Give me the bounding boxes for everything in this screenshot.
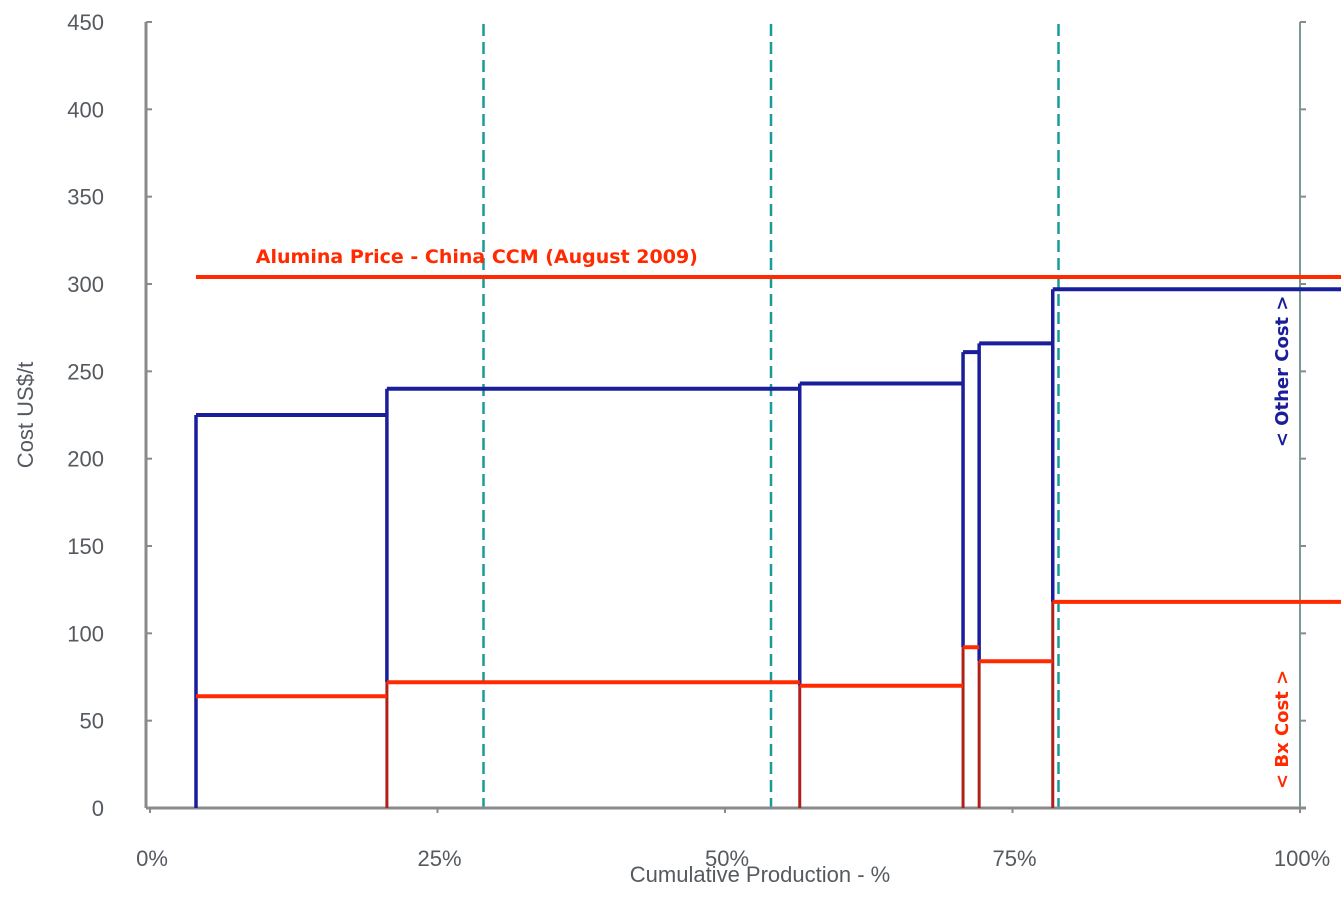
y-tick-label: 400	[67, 97, 104, 122]
x-tick-label: 50%	[705, 846, 749, 871]
y-tick-label: 300	[67, 272, 104, 297]
y-tick-label: 50	[80, 709, 104, 734]
y-tick-label: 100	[67, 621, 104, 646]
quartile-lines	[482, 24, 1060, 808]
bx-cost-label: < Bx Cost >	[1272, 670, 1293, 789]
y-tick-label: 350	[67, 185, 104, 210]
y-tick-label: 450	[67, 10, 104, 35]
x-tick-label: 75%	[992, 846, 1036, 871]
y-tick-label: 250	[67, 359, 104, 384]
other-cost-label: < Other Cost >	[1272, 295, 1293, 447]
x-axis-title: Cumulative Production - %	[630, 862, 890, 887]
tick-labels: 0 50 100 150 200 250 300 350 400 450 0% 25% 50% 75% 10…	[67, 10, 1330, 871]
price-line-label: Alumina Price - China CCM (August 2009)	[256, 246, 698, 268]
x-tick-label: 100%	[1274, 846, 1330, 871]
x-tick-label: 25%	[417, 846, 461, 871]
y-tick-label: 200	[67, 447, 104, 472]
series	[194, 275, 1341, 808]
y-tick-label: 0	[92, 796, 104, 821]
x-tick-label: 0%	[136, 846, 168, 871]
y-tick-label: 150	[67, 534, 104, 559]
y-axis-title: Cost US$/t	[13, 362, 38, 468]
